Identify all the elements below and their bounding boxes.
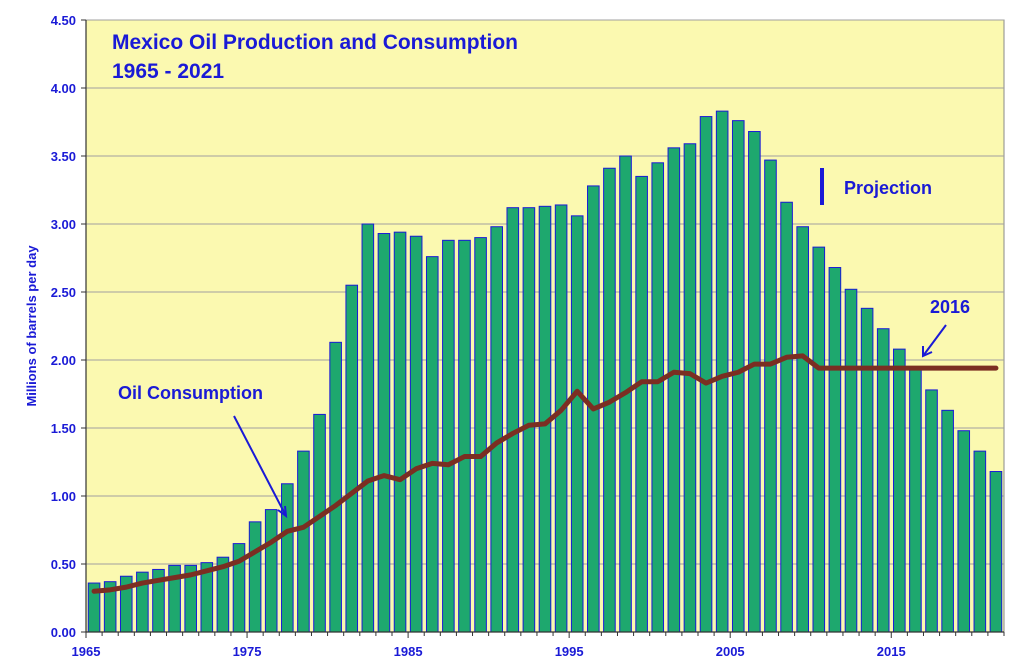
production-bar — [458, 239, 471, 633]
production-bar — [764, 159, 777, 633]
consumption-line-layer — [91, 353, 999, 594]
chart-title-line-1: Mexico Oil Production and Consumption — [112, 31, 518, 54]
production-bar — [893, 348, 906, 633]
production-bar — [780, 201, 793, 633]
y-tick-label: 4.00 — [51, 81, 76, 96]
production-bar — [554, 204, 568, 633]
production-bar — [393, 231, 407, 633]
production-bar — [812, 246, 826, 633]
production-bar — [570, 215, 584, 633]
y-tick-label: 3.00 — [51, 217, 76, 232]
oil-consumption-annotation: Oil Consumption — [118, 383, 263, 403]
production-bar — [699, 116, 713, 633]
production-bar — [667, 147, 681, 633]
consumption-line — [91, 353, 999, 594]
production-bar — [828, 267, 842, 633]
production-bar — [329, 341, 342, 633]
production-bar — [522, 207, 536, 633]
projection-annotation: Projection — [844, 178, 932, 198]
production-bar — [796, 226, 809, 633]
y-tick-label: 2.50 — [51, 285, 76, 300]
production-bar — [844, 288, 858, 633]
x-tick-label: 2015 — [877, 644, 906, 659]
production-bar — [313, 413, 326, 633]
y-tick-label: 1.50 — [51, 421, 76, 436]
production-bar — [506, 207, 520, 633]
production-bar — [909, 369, 922, 633]
year-2016-pointer-arrowhead — [922, 346, 933, 358]
production-bar — [345, 284, 359, 633]
y-tick-label: 1.00 — [51, 489, 76, 504]
production-bar — [490, 226, 503, 633]
chart-title-line-2: 1965 - 2021 — [112, 60, 224, 83]
production-bar — [941, 409, 954, 633]
y-tick-label: 2.00 — [51, 353, 76, 368]
production-bar — [973, 450, 987, 633]
production-bar — [425, 256, 439, 633]
y-tick-label: 0.50 — [51, 557, 76, 572]
oil-consumption-pointer-arrowhead — [277, 505, 288, 519]
production-bar — [248, 521, 262, 633]
production-bar — [297, 450, 310, 633]
production-bar — [715, 110, 729, 633]
production-bar — [635, 175, 648, 633]
production-bar — [442, 239, 455, 633]
production-bar — [281, 483, 294, 633]
y-axis-label: Millions of barrels per day — [24, 245, 39, 407]
production-bar — [989, 471, 1003, 633]
axes: 0.00 0.50 1.00 1.50 2.00 2.50 3.00 3.50 4.00 4.50… — [51, 13, 1005, 659]
y-tick-label: 3.50 — [51, 149, 76, 164]
production-bar — [361, 223, 375, 633]
y-tick-label: 0.00 — [51, 625, 76, 640]
y-tick-label: 4.50 — [51, 13, 76, 28]
production-bar — [731, 120, 745, 633]
x-tick-label: 1995 — [555, 644, 584, 659]
x-tick-label: 2005 — [716, 644, 745, 659]
year-2016-pointer — [922, 324, 947, 357]
production-bar — [748, 131, 761, 633]
production-bar — [377, 233, 391, 633]
x-tick-label: 1985 — [394, 644, 423, 659]
production-bar — [474, 237, 487, 633]
production-bar — [925, 389, 938, 633]
production-bar — [876, 328, 890, 633]
production-bar — [957, 430, 971, 633]
oil-consumption-pointer — [233, 415, 287, 517]
year-2016-annotation: 2016 — [930, 297, 970, 317]
production-bar — [264, 509, 278, 633]
production-bar — [651, 162, 665, 633]
production-bar — [409, 235, 423, 633]
production-bar — [683, 143, 697, 633]
x-tick-label: 1975 — [233, 644, 262, 659]
x-tick-label: 1965 — [72, 644, 101, 659]
production-bar — [860, 307, 874, 633]
